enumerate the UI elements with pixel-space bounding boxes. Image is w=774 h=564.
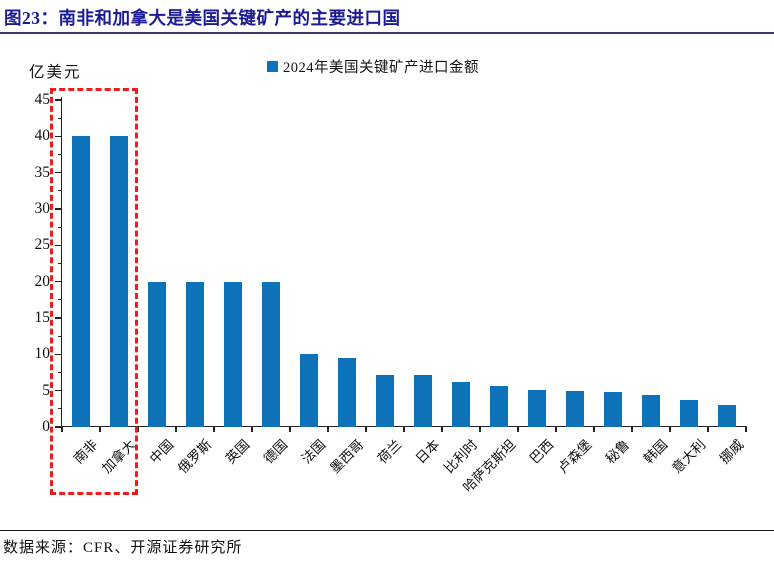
x-axis-tick <box>745 427 747 432</box>
y-axis-tick-label: 35 <box>34 163 51 181</box>
x-axis-tick <box>669 427 671 432</box>
footer-divider <box>0 530 774 532</box>
x-axis-label: 卢森堡 <box>555 436 595 477</box>
x-axis-tick <box>365 427 367 432</box>
x-axis-tick <box>555 427 557 432</box>
y-axis-minor-tick <box>58 262 62 265</box>
x-axis-tick <box>61 427 63 432</box>
y-axis-tick-label: 25 <box>34 236 51 254</box>
bar-荷兰 <box>376 374 394 427</box>
x-axis-label: 墨西哥 <box>327 436 367 477</box>
bar-秘鲁 <box>604 392 622 427</box>
bar-日本 <box>414 375 432 427</box>
y-axis-line <box>61 97 63 427</box>
y-axis-title: 亿美元 <box>29 64 82 81</box>
bar-中国 <box>148 281 166 427</box>
x-axis-label: 意大利 <box>669 436 709 477</box>
title-divider <box>0 32 774 34</box>
y-axis-major-tick <box>55 353 61 356</box>
y-axis-major-tick <box>55 426 61 428</box>
y-axis-minor-tick <box>58 335 62 337</box>
y-axis-tick-label: 0 <box>42 418 50 435</box>
x-axis-tick <box>403 427 405 432</box>
bar-墨西哥 <box>338 357 356 427</box>
bar-加拿大 <box>110 136 128 427</box>
bar-德国 <box>262 281 280 427</box>
y-axis-major-tick <box>55 244 61 247</box>
bar-法国 <box>300 354 318 427</box>
bar-英国 <box>224 281 242 427</box>
y-axis-major-tick <box>55 208 61 210</box>
x-axis-label: 英国 <box>222 436 253 467</box>
bar-韩国 <box>642 395 660 427</box>
x-axis-tick <box>99 427 101 432</box>
x-axis-label: 秘鲁 <box>602 436 633 467</box>
y-axis-minor-tick <box>58 371 62 374</box>
y-axis-tick-label: 30 <box>34 200 51 217</box>
y-axis-major-tick <box>55 135 61 138</box>
x-axis-tick <box>213 427 215 432</box>
x-axis-tick <box>251 427 253 432</box>
bar-挪威 <box>718 405 736 427</box>
x-axis-tick <box>707 427 709 432</box>
bar-卢森堡 <box>566 390 584 427</box>
legend-label: 2024年美国关键矿产进口金额 <box>283 60 479 76</box>
y-axis-major-tick <box>55 280 61 283</box>
figure-title: 图23：南非和加拿大是美国关键矿产的主要进口国 <box>4 8 401 28</box>
x-axis-tick <box>479 427 481 432</box>
x-axis-label: 挪威 <box>716 436 747 467</box>
x-axis-tick <box>175 427 177 432</box>
y-axis-major-tick <box>55 99 61 101</box>
x-axis-tick <box>593 427 595 432</box>
bar-意大利 <box>680 400 698 427</box>
x-axis-line <box>61 426 747 428</box>
y-axis-tick-label: 20 <box>34 272 51 290</box>
y-axis-minor-tick <box>58 117 62 119</box>
y-axis-minor-tick <box>58 408 62 410</box>
y-axis-tick-label: 10 <box>34 345 51 363</box>
bar-俄罗斯 <box>186 281 204 427</box>
x-axis-label: 德国 <box>260 436 291 467</box>
highlight-dashed-box <box>50 88 138 495</box>
x-axis-tick <box>517 427 519 432</box>
bar-南非 <box>72 136 90 427</box>
x-axis-label: 荷兰 <box>374 436 405 467</box>
y-axis-major-tick <box>55 317 61 319</box>
bar-哈萨克斯坦 <box>490 386 508 427</box>
y-axis-minor-tick <box>58 190 62 192</box>
y-axis-minor-tick <box>58 299 62 301</box>
bar-比利时 <box>452 381 470 427</box>
y-axis-tick-label: 15 <box>34 309 51 326</box>
y-axis-tick-label: 40 <box>34 127 51 145</box>
data-source: 数据来源：CFR、开源证券研究所 <box>3 540 243 556</box>
x-axis-tick <box>289 427 291 432</box>
legend: 2024年美国关键矿产进口金额 <box>267 56 479 77</box>
y-axis-major-tick <box>55 389 61 392</box>
y-axis-minor-tick <box>58 153 62 156</box>
bar-巴西 <box>528 389 546 427</box>
y-axis-major-tick <box>55 171 61 174</box>
y-axis-minor-tick <box>58 226 62 228</box>
y-axis-tick-label: 5 <box>42 381 50 399</box>
legend-swatch-icon <box>267 61 278 72</box>
y-axis-tick-label: 45 <box>34 91 51 108</box>
x-axis-tick <box>327 427 329 432</box>
x-axis-tick <box>441 427 443 432</box>
x-axis-label: 俄罗斯 <box>175 436 215 477</box>
x-axis-tick <box>631 427 633 432</box>
